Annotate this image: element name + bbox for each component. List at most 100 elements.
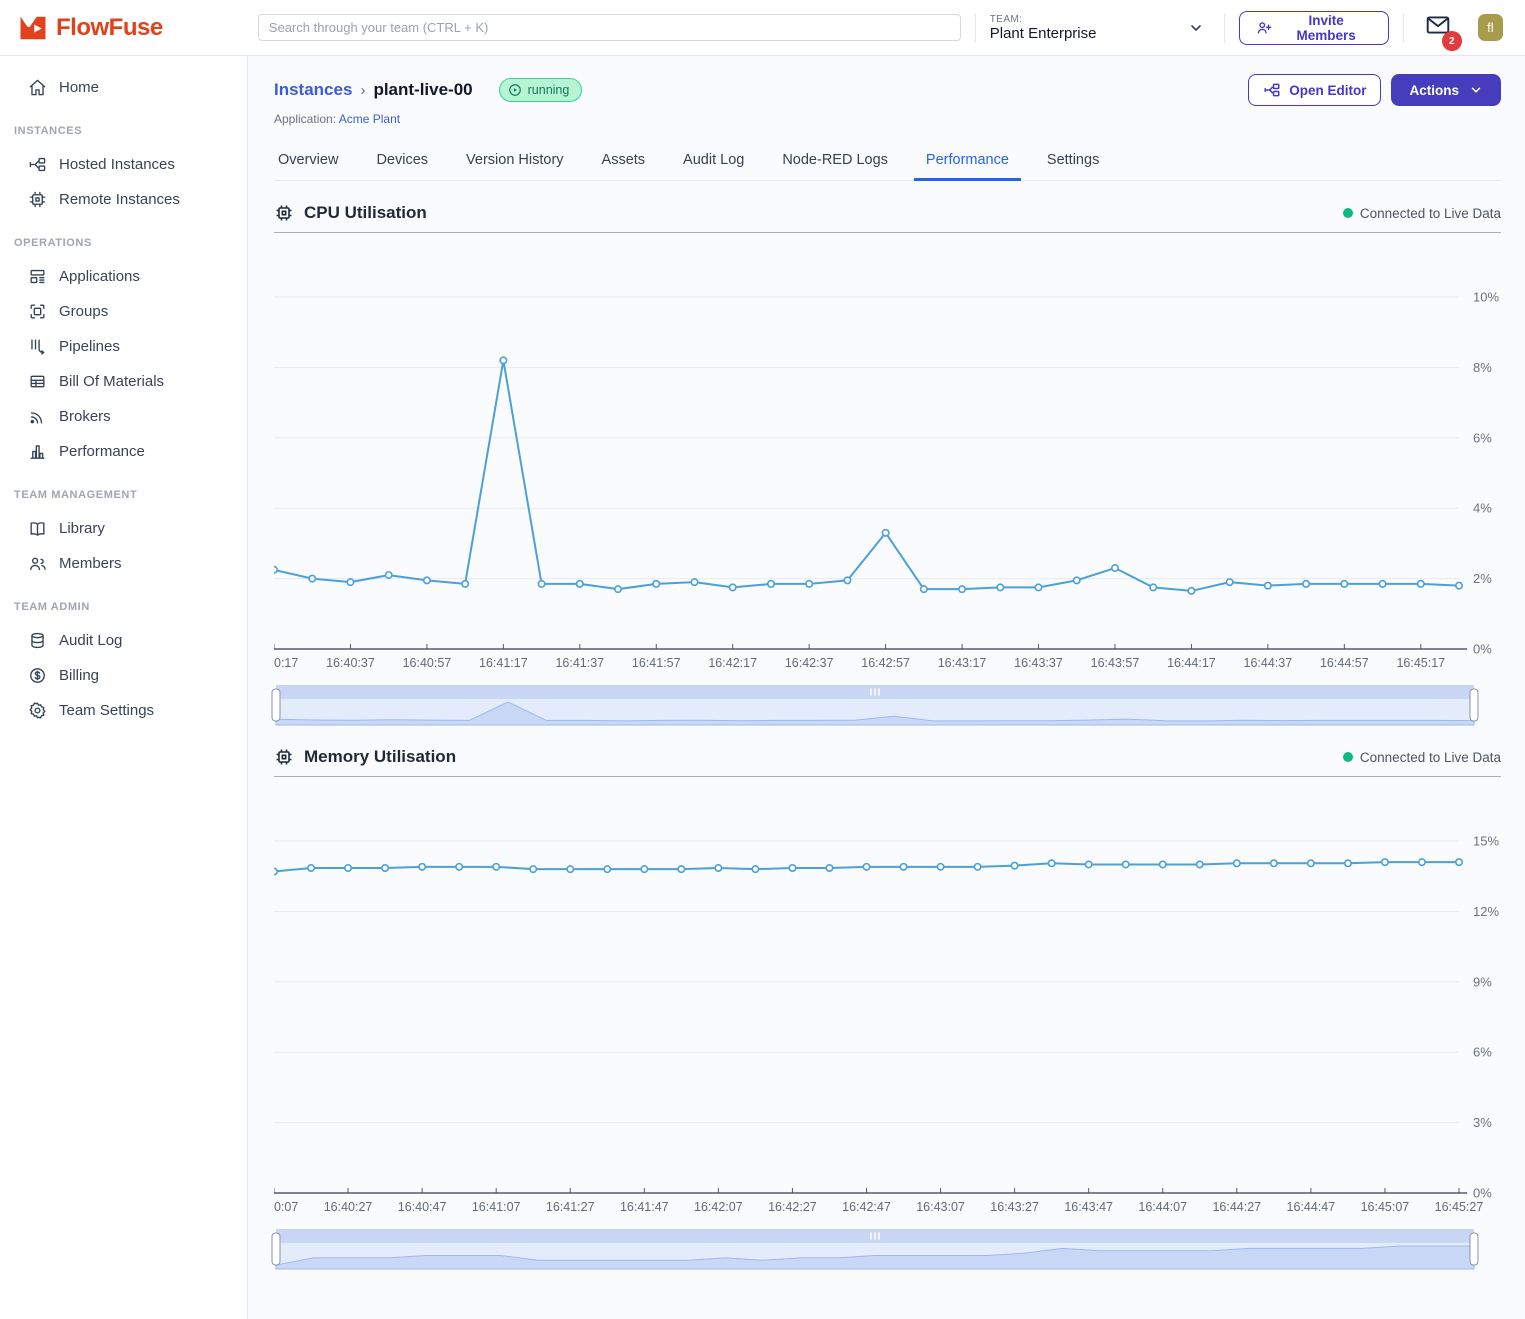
svg-text:2%: 2% (1473, 571, 1492, 586)
svg-text:8%: 8% (1473, 360, 1492, 375)
sidebar-item-bill-of-materials[interactable]: Bill Of Materials (0, 364, 247, 399)
tab-version-history[interactable]: Version History (462, 146, 568, 180)
svg-text:16:45:17: 16:45:17 (1396, 656, 1445, 670)
svg-text:16:42:37: 16:42:37 (785, 656, 834, 670)
sidebar-item-label: Brokers (59, 408, 111, 425)
sidebar-item-label: Pipelines (59, 338, 120, 355)
sidebar-item-label: Home (59, 79, 99, 96)
slider-handle-left[interactable] (272, 689, 280, 721)
actions-button[interactable]: Actions (1391, 74, 1501, 106)
chart-section-cpu: CPU UtilisationConnected to Live Data10%… (274, 203, 1501, 725)
sidebar-item-audit-log[interactable]: Audit Log (0, 623, 247, 658)
sidebar-item-label: Hosted Instances (59, 156, 175, 173)
tab-bar: Overview Devices Version History Assets Audi… (274, 146, 1501, 181)
sidebar-item-applications[interactable]: Applications (0, 259, 247, 294)
team-selector[interactable]: TEAM: Plant Enterprise (990, 14, 1210, 42)
svg-text:16:44:47: 16:44:47 (1287, 1200, 1336, 1214)
slider-handle-right[interactable] (1470, 1233, 1478, 1265)
open-editor-label: Open Editor (1289, 83, 1366, 98)
home-icon (28, 78, 47, 97)
time-range-slider-memory[interactable] (276, 1229, 1474, 1269)
slider-svg (276, 1229, 1474, 1269)
application-row: Application: Acme Plant (274, 112, 1501, 126)
sidebar-item-home[interactable]: Home (0, 70, 247, 105)
svg-text:16:43:47: 16:43:47 (1064, 1200, 1113, 1214)
sidebar-item-label: Bill Of Materials (59, 373, 164, 390)
sidebar-section-team-admin: TEAM ADMIN (0, 581, 247, 623)
sidebar-item-billing[interactable]: Billing (0, 658, 247, 693)
line-chart-memory: 15%12%9%6%3%0%0:0716:40:2716:40:4716:41:… (274, 787, 1501, 1223)
tab-node-red-logs[interactable]: Node-RED Logs (778, 146, 892, 180)
chart-section-memory: Memory Utilisation Connected to Live Data… (274, 747, 1501, 1269)
members-icon (28, 554, 47, 573)
team-label: TEAM: (990, 14, 1097, 25)
slider-handle-right[interactable] (1470, 689, 1478, 721)
svg-text:16:44:37: 16:44:37 (1244, 656, 1293, 670)
chart-title: Memory Utilisation (304, 747, 456, 767)
tab-overview[interactable]: Overview (274, 146, 342, 180)
flowfuse-logo[interactable]: FlowFuse (0, 13, 244, 43)
chip-icon (274, 747, 294, 767)
svg-text:16:41:17: 16:41:17 (479, 656, 528, 670)
svg-text:0:17: 0:17 (274, 656, 298, 670)
application-link[interactable]: Acme Plant (339, 112, 400, 126)
chevron-down-icon (1188, 20, 1204, 36)
tab-settings[interactable]: Settings (1043, 146, 1103, 180)
sidebar-item-label: Remote Instances (59, 191, 180, 208)
svg-text:6%: 6% (1473, 1045, 1492, 1060)
divider (1403, 13, 1404, 43)
invite-members-button[interactable]: Invite Members (1239, 11, 1389, 45)
svg-text:16:45:07: 16:45:07 (1361, 1200, 1410, 1214)
sidebar-item-label: Groups (59, 303, 108, 320)
divider (1224, 13, 1225, 43)
svg-text:16:41:47: 16:41:47 (620, 1200, 669, 1214)
slider-handle-left[interactable] (272, 1233, 280, 1265)
sidebar-item-label: Team Settings (59, 702, 154, 719)
main-content: Instances › plant-live-00 running Open E… (248, 56, 1525, 1319)
notifications-button[interactable]: 2 (1424, 12, 1452, 43)
svg-text:16:42:07: 16:42:07 (694, 1200, 743, 1214)
open-editor-button[interactable]: Open Editor (1248, 74, 1381, 106)
time-range-slider-cpu[interactable] (276, 685, 1474, 725)
actions-label: Actions (1409, 83, 1459, 98)
sidebar-item-team-settings[interactable]: Team Settings (0, 693, 247, 728)
sidebar-item-brokers[interactable]: Brokers (0, 399, 247, 434)
search-input[interactable] (258, 14, 961, 41)
svg-text:0%: 0% (1473, 642, 1492, 657)
sidebar-item-members[interactable]: Members (0, 546, 247, 581)
team-settings-icon (28, 701, 47, 720)
status-badge: running (499, 78, 583, 102)
breadcrumb-instances-link[interactable]: Instances (274, 80, 352, 100)
avatar[interactable]: fl (1478, 14, 1503, 41)
svg-text:16:42:47: 16:42:47 (842, 1200, 891, 1214)
sidebar-section-team-management: TEAM MANAGEMENT (0, 469, 247, 511)
sidebar-item-remote-instances[interactable]: Remote Instances (0, 182, 247, 217)
tab-devices[interactable]: Devices (372, 146, 432, 180)
sidebar-item-pipelines[interactable]: Pipelines (0, 329, 247, 364)
svg-text:16:44:07: 16:44:07 (1138, 1200, 1187, 1214)
svg-text:16:41:37: 16:41:37 (555, 656, 604, 670)
svg-text:16:42:27: 16:42:27 (768, 1200, 817, 1214)
library-icon (28, 519, 47, 538)
tab-performance[interactable]: Performance (922, 146, 1013, 180)
sidebar-item-performance[interactable]: Performance (0, 434, 247, 469)
flowfuse-logo-icon (18, 13, 48, 43)
svg-text:10%: 10% (1473, 290, 1499, 305)
live-status: Connected to Live Data (1343, 750, 1501, 765)
svg-text:16:41:07: 16:41:07 (472, 1200, 521, 1214)
divider (975, 13, 976, 43)
sidebar-item-hosted-instances[interactable]: Hosted Instances (0, 147, 247, 182)
performance-icon (28, 442, 47, 461)
sidebar-item-library[interactable]: Library (0, 511, 247, 546)
applications-icon (28, 267, 47, 286)
svg-text:4%: 4% (1473, 501, 1492, 516)
bill-of-materials-icon (28, 372, 47, 391)
tab-assets[interactable]: Assets (598, 146, 650, 180)
sidebar-item-groups[interactable]: Groups (0, 294, 247, 329)
hosted-instances-icon (28, 155, 47, 174)
svg-text:16:42:57: 16:42:57 (861, 656, 910, 670)
team-name: Plant Enterprise (990, 25, 1097, 42)
svg-text:16:44:17: 16:44:17 (1167, 656, 1216, 670)
sidebar-section-instances: INSTANCES (0, 105, 247, 147)
tab-audit-log[interactable]: Audit Log (679, 146, 748, 180)
